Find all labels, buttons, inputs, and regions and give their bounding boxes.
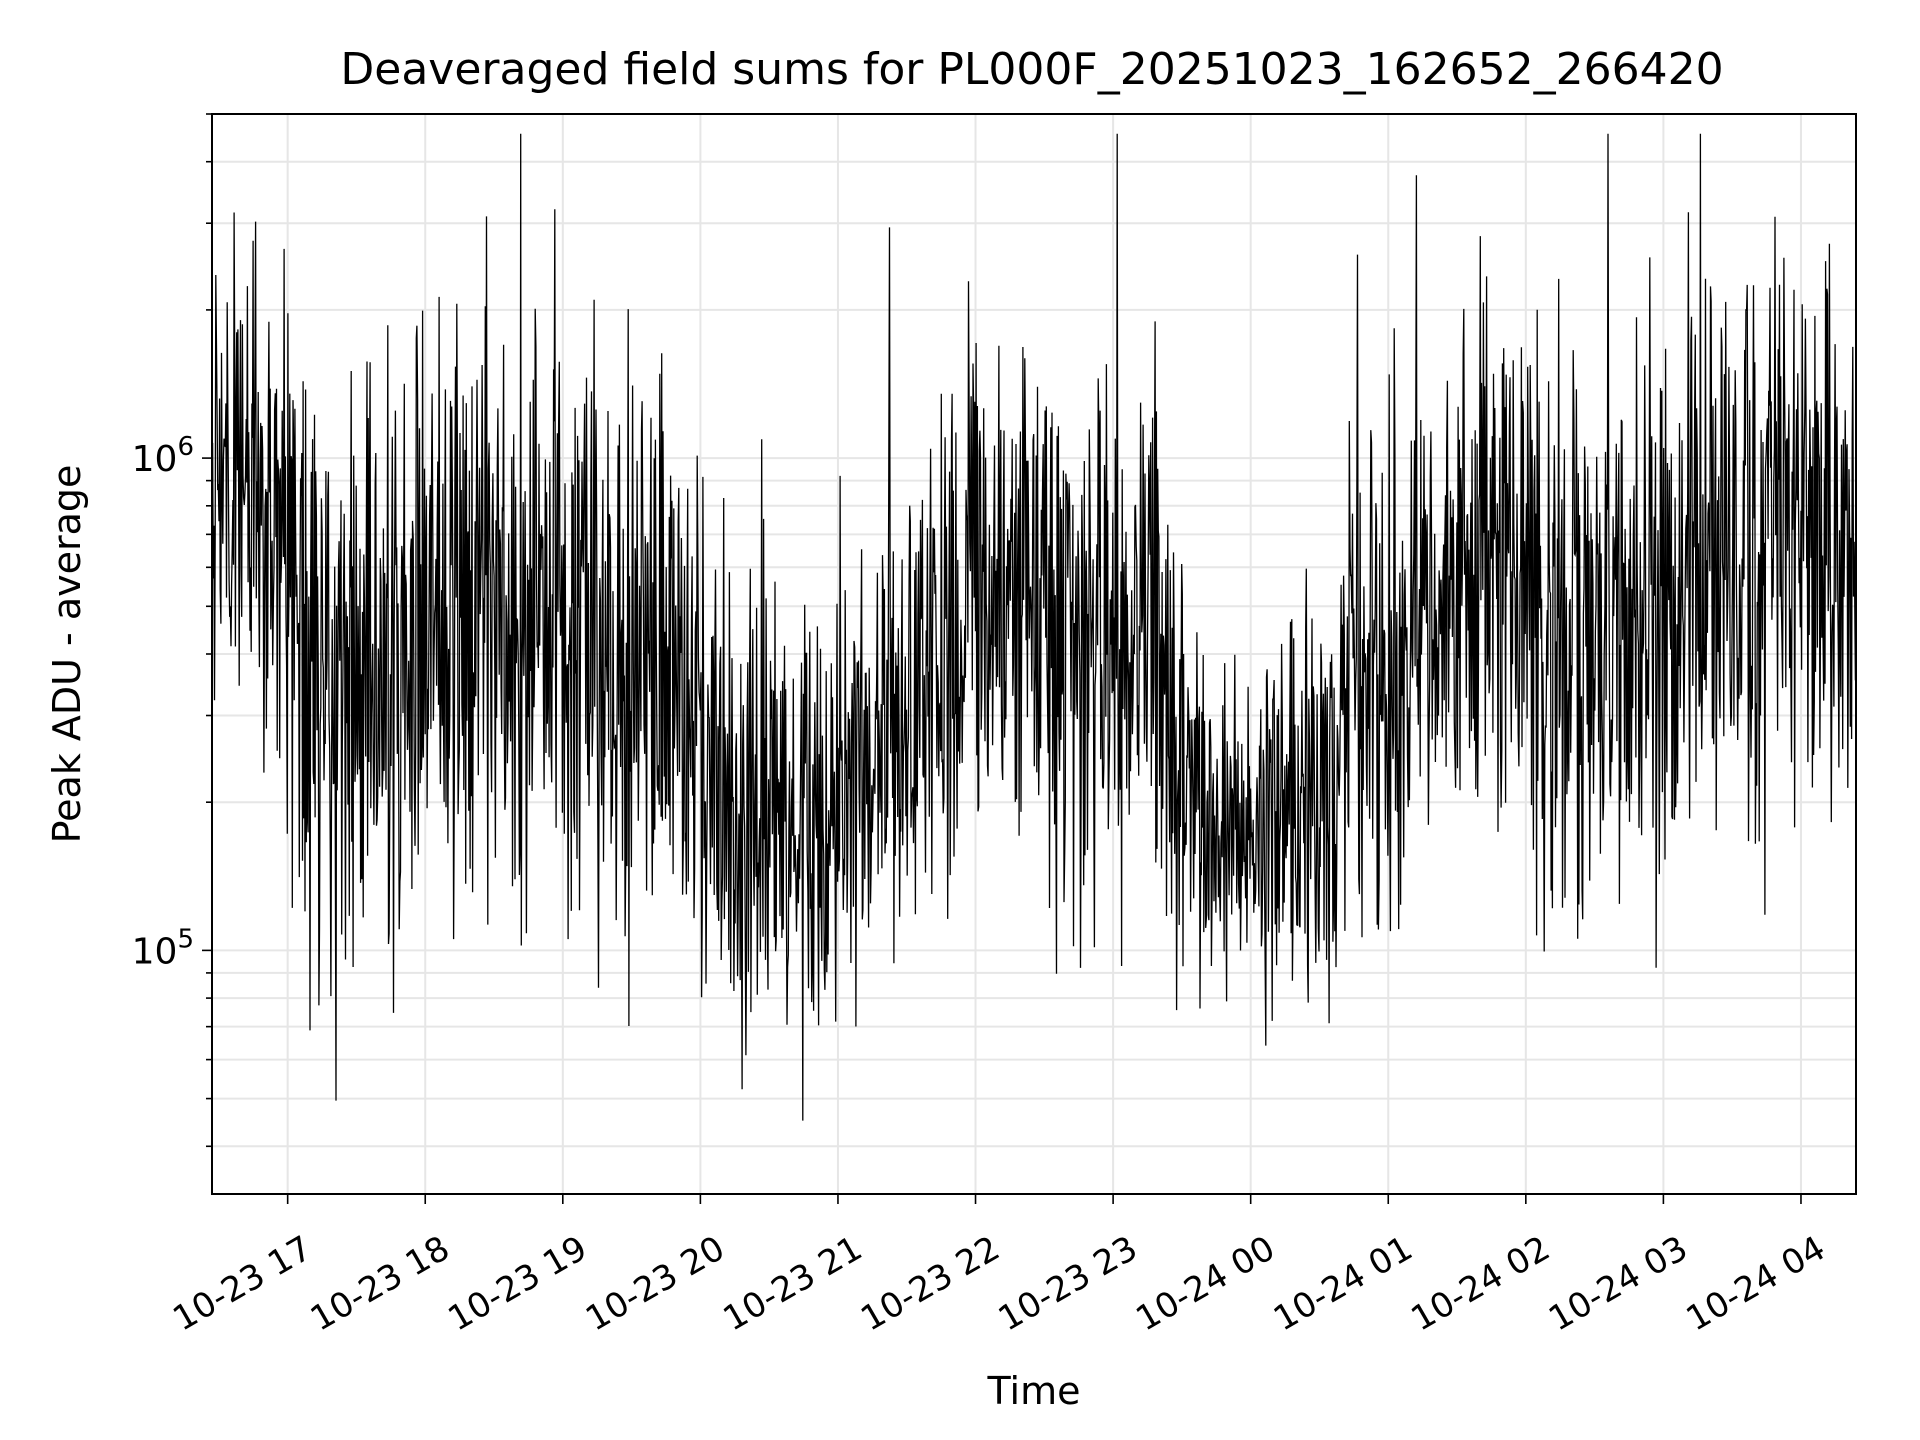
y-axis-label: Peak ADU - average: [45, 465, 89, 844]
y-tick-label: 105: [132, 924, 194, 972]
y-tick-label: 106: [132, 432, 194, 480]
chart-title: Deaveraged field sums for PL000F_2025102…: [340, 44, 1723, 95]
x-axis-label: Time: [987, 1369, 1081, 1413]
series-line: [211, 133, 1857, 1121]
y-axis: 105 106: [132, 113, 212, 1148]
series-path: [211, 133, 1857, 1121]
